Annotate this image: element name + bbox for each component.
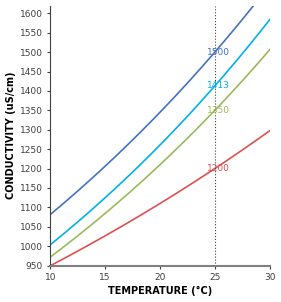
- Text: 1413: 1413: [207, 81, 230, 90]
- Text: 1200: 1200: [207, 164, 230, 173]
- Text: 1350: 1350: [207, 106, 230, 115]
- Y-axis label: CONDUCTIVITY (uS/cm): CONDUCTIVITY (uS/cm): [6, 72, 15, 199]
- X-axis label: TEMPERATURE (°C): TEMPERATURE (°C): [108, 286, 212, 297]
- Text: 1500: 1500: [207, 48, 230, 56]
